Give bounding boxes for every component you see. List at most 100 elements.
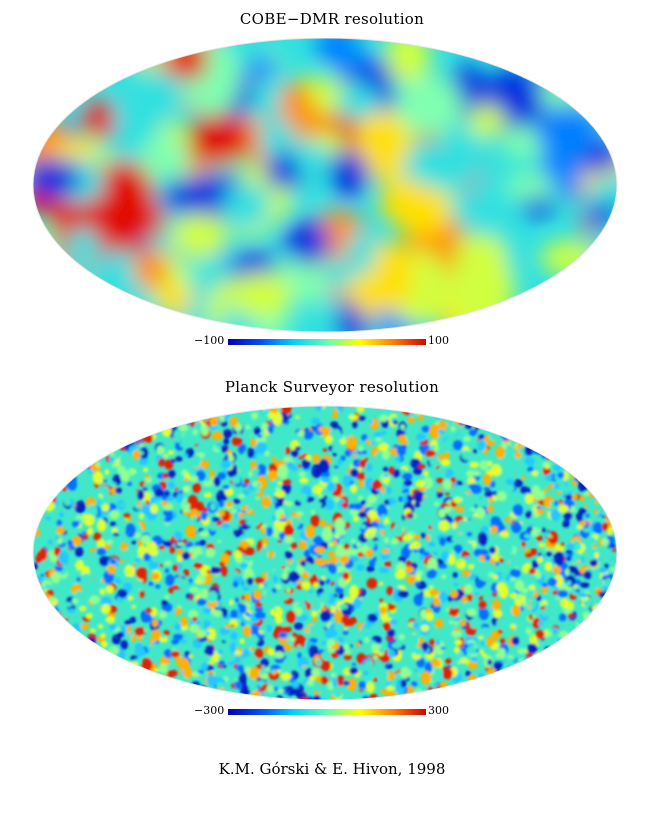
sky-texture-spot [161, 635, 166, 638]
sky-texture-spot [576, 560, 582, 564]
sky-texture-spot [507, 655, 514, 659]
sky-texture-spot [185, 524, 196, 538]
sky-texture-spot [274, 584, 282, 590]
sky-texture-spot [467, 564, 475, 570]
sky-texture-spot [216, 490, 227, 504]
sky-texture-spot [266, 527, 274, 536]
sky-texture-spot [351, 663, 357, 666]
sky-texture-spot [257, 434, 263, 438]
sky-texture-spot [174, 480, 181, 487]
sky-texture-spot [468, 573, 477, 580]
sky-texture-spot [133, 531, 141, 539]
sky-texture-spot [461, 570, 471, 577]
sky-texture-spot [217, 472, 227, 480]
sky-texture-spot [552, 590, 559, 595]
sky-texture-spot [180, 616, 188, 627]
sky-texture-spot [410, 438, 417, 445]
sky-texture-spot [291, 650, 299, 659]
sky-texture-spot [127, 625, 132, 631]
sky-texture-spot [132, 450, 141, 460]
sky-texture-spot [445, 492, 450, 496]
sky-texture-spot [273, 425, 281, 434]
sky-texture-spot [363, 602, 370, 608]
sky-texture-spot [271, 587, 277, 593]
planck-sky-map [0, 402, 664, 714]
sky-texture-spot [109, 623, 117, 631]
sky-texture-spot [422, 444, 427, 450]
sky-texture-spot [114, 487, 123, 494]
sky-texture-spot [618, 549, 622, 553]
sky-texture-spot [359, 459, 367, 468]
sky-texture-spot [296, 493, 308, 503]
sky-texture-spot [409, 633, 419, 648]
sky-texture-spot [229, 599, 234, 606]
cobe-colorbar [228, 339, 426, 345]
sky-texture-spot [404, 566, 415, 573]
sky-texture-spot [356, 564, 365, 572]
sky-texture-spot [362, 670, 369, 676]
sky-texture-spot [188, 546, 194, 553]
sky-texture-spot [498, 585, 509, 599]
sky-texture-spot [99, 588, 106, 595]
sky-texture-spot [532, 490, 542, 499]
sky-texture-spot [232, 669, 240, 679]
sky-texture-spot [346, 435, 358, 450]
sky-texture-spot [511, 652, 517, 661]
sky-texture-spot [113, 600, 118, 605]
sky-texture-spot [407, 417, 416, 423]
sky-texture-spot [33, 561, 34, 566]
sky-texture-spot [161, 501, 169, 506]
sky-texture-spot [92, 471, 104, 485]
sky-texture-spot [350, 539, 356, 544]
sky-texture-spot [311, 463, 323, 478]
sky-texture-spot [494, 642, 500, 647]
sky-texture-spot [304, 627, 310, 634]
sky-texture-spot [511, 636, 519, 646]
sky-texture-spot [71, 535, 82, 546]
sky-texture-spot [341, 502, 349, 509]
sky-texture-spot [182, 539, 188, 544]
sky-texture-spot [278, 631, 288, 639]
sky-texture-spot [379, 598, 384, 604]
sky-texture-spot [111, 463, 118, 468]
sky-texture-spot [202, 481, 212, 487]
sky-texture-spot [222, 485, 230, 490]
sky-texture-spot [238, 512, 245, 518]
sky-texture-spot [238, 443, 247, 455]
sky-texture-spot [293, 658, 298, 662]
sky-texture-spot [114, 657, 122, 663]
sky-texture-spot [196, 598, 207, 606]
sky-texture-spot [531, 560, 539, 569]
sky-texture-spot [27, 535, 32, 540]
sky-texture-spot [313, 582, 319, 589]
sky-texture-spot [597, 512, 603, 518]
sky-texture-spot [33, 158, 81, 199]
sky-texture-spot [524, 503, 534, 509]
sky-texture-spot [452, 439, 463, 451]
sky-texture-spot [281, 594, 289, 600]
sky-texture-spot [179, 490, 184, 493]
sky-texture-spot [248, 624, 260, 636]
sky-texture-spot [209, 657, 220, 663]
sky-texture-spot [168, 586, 174, 594]
sky-texture-spot [242, 625, 252, 637]
sky-texture-spot [517, 648, 527, 655]
sky-texture-spot [139, 447, 149, 459]
sky-texture-spot [170, 650, 181, 658]
sky-texture-spot [202, 606, 212, 614]
sky-texture-spot [359, 627, 371, 636]
sky-texture-spot [54, 565, 63, 572]
sky-texture-spot [368, 606, 375, 613]
sky-texture-spot [143, 482, 149, 488]
sky-texture-spot [601, 522, 609, 531]
sky-texture-spot [550, 509, 561, 522]
sky-texture-spot [502, 506, 511, 514]
sky-texture-spot [221, 460, 233, 470]
sky-texture-spot [189, 587, 200, 594]
sky-texture-spot [266, 685, 274, 693]
sky-texture-spot [33, 526, 35, 533]
sky-texture-spot [205, 548, 216, 558]
sky-texture-spot [246, 577, 254, 586]
sky-texture-spot [305, 668, 313, 679]
sky-texture-spot [64, 601, 73, 608]
